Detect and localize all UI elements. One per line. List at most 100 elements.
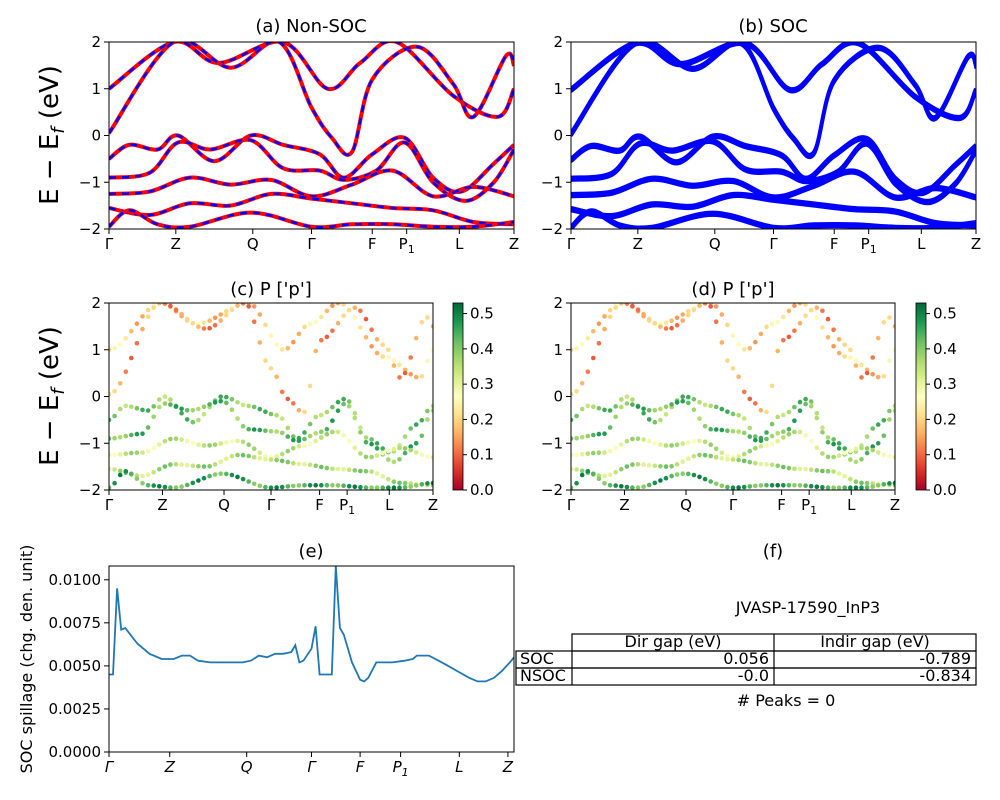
panel-d-point-2-2 — [579, 406, 585, 412]
panel-c-point-3-46 — [363, 439, 369, 445]
panel-d-point-5-52 — [859, 480, 864, 486]
panel-d-point-0-54 — [870, 371, 875, 377]
panel-d-point-5-27 — [719, 456, 725, 461]
panel-b-band-5-split — [571, 195, 976, 229]
panel-c-point-1-52 — [397, 375, 402, 380]
panel-c-point-4-15 — [190, 440, 196, 446]
panel-d-point-6-40 — [792, 483, 797, 488]
panel-d-point-4-12 — [635, 436, 641, 442]
panel-c-point-4-38 — [319, 435, 324, 440]
panel-d-point-2-7 — [607, 408, 613, 413]
panel-d-point-2-38 — [781, 412, 786, 418]
panel-a-ytick-label-3: 1 — [91, 80, 101, 98]
panel-d-point-4-54 — [870, 447, 875, 453]
panel-c-point-6-53 — [402, 485, 408, 490]
panel-c-point-0-27 — [257, 312, 263, 317]
panel-d-point-3-42 — [803, 401, 808, 407]
panel-c-colorbar — [452, 302, 464, 491]
panel-c-point-2-27 — [257, 406, 263, 412]
panel-c-colorbar-label-4: 0.4 — [470, 340, 494, 358]
panel-d-point-4-41 — [797, 429, 803, 435]
panel-b-frame — [570, 41, 977, 230]
panel-c-point-4-5 — [134, 450, 140, 456]
panel-d-point-2-13 — [641, 410, 646, 416]
panel-c-point-1-58 — [430, 324, 433, 329]
panel-c-point-2-43 — [346, 399, 352, 404]
panel-c-point-6-8 — [151, 483, 156, 488]
panel-c-point-1-36 — [307, 383, 313, 389]
panel-d-point-3-36 — [769, 433, 775, 439]
panel-c-point-3-5 — [134, 431, 140, 437]
panel-d-point-3-21 — [686, 400, 691, 406]
panel-a-xtick-label-0: Γ — [105, 235, 114, 253]
panel-d-point-6-22 — [691, 472, 697, 478]
panel-c-point-2-26 — [251, 404, 257, 410]
panel-c-point-6-16 — [196, 478, 201, 483]
panel-d-point-1-5 — [596, 341, 602, 346]
panel-e-xtick-label-2: Q — [241, 758, 253, 776]
panel-c-xtick-label-4: F — [315, 496, 324, 514]
panel-c-point-3-44 — [352, 415, 358, 421]
panel-e-spillage-line — [109, 566, 514, 683]
panel-d-point-0-6 — [602, 314, 607, 319]
panel-b-xtick-label-5: P1 — [861, 235, 877, 256]
panel-d-point-2-29 — [730, 411, 736, 417]
col-indir-gap: Indir gap (eV) — [820, 632, 930, 651]
panel-d-point-3-14 — [646, 408, 652, 413]
panel-c-point-1-49 — [380, 342, 386, 348]
panel-c-point-2-58 — [430, 403, 433, 409]
panel-b-title: (b) SOC — [738, 16, 807, 37]
panel-c-point-3-32 — [285, 434, 291, 439]
panel-d-point-1-0 — [571, 391, 574, 397]
panel-b-ytick-label-4: 2 — [553, 33, 563, 51]
panel-c-point-0-17 — [201, 320, 207, 326]
panel-d-point-2-26 — [713, 404, 719, 410]
panel-c-point-6-7 — [145, 483, 151, 488]
panel-d-point-2-9 — [619, 397, 624, 402]
panel-c-point-3-47 — [369, 441, 374, 447]
panel-c-point-5-37 — [313, 463, 319, 469]
panel-e-ytick-label-3: 0.0075 — [49, 614, 102, 632]
panel-c-point-1-2 — [117, 381, 123, 386]
panel-d-point-1-27 — [719, 340, 725, 345]
panel-d-xtick-label-5: P1 — [801, 496, 817, 517]
panel-c-point-5-16 — [196, 464, 201, 469]
panel-c-point-3-55 — [413, 441, 419, 446]
panel-d-point-0-18 — [669, 318, 674, 324]
panel-d-point-1-35 — [764, 409, 769, 415]
panel-d-point-1-39 — [786, 334, 792, 340]
panel-d-point-4-1 — [574, 452, 579, 458]
panel-d-point-4-30 — [736, 454, 741, 459]
panel-c-point-1-51 — [391, 363, 397, 368]
panel-d-point-3-3 — [585, 433, 591, 439]
panel-c-point-3-20 — [218, 398, 223, 404]
panel-d-point-3-4 — [591, 432, 596, 438]
panel-c-point-0-54 — [408, 371, 414, 377]
panel-d-ytick-label-2: 0 — [553, 388, 563, 406]
panel-c-point-0-47 — [369, 344, 374, 349]
panel-d-point-5-18 — [669, 464, 674, 469]
panel-d-point-4-51 — [853, 446, 859, 452]
panel-c-point-3-40 — [330, 418, 335, 424]
panel-c-point-6-26 — [251, 481, 257, 487]
panel-c-point-0-0 — [109, 347, 112, 353]
panel-d-point-5-9 — [619, 466, 624, 472]
panel-d-point-1-7 — [607, 314, 613, 320]
panel-d-point-6-0 — [571, 485, 574, 490]
panel-d-point-0-35 — [764, 324, 769, 330]
panel-c-point-5-9 — [157, 466, 162, 472]
panel-d-point-5-32 — [747, 459, 753, 465]
panel-d-point-5-24 — [702, 452, 708, 458]
panel-d-point-3-17 — [663, 404, 669, 410]
panel-d-point-5-51 — [853, 479, 859, 485]
panel-c-point-2-56 — [419, 418, 425, 423]
panel-c-point-5-22 — [229, 453, 235, 459]
panel-d-point-3-7 — [607, 425, 613, 430]
panel-a-xtick-label-4: F — [368, 235, 377, 253]
panel-c-point-1-21 — [224, 312, 229, 318]
panel-d-point-2-17 — [663, 412, 669, 417]
panel-d-point-5-6 — [602, 473, 607, 479]
panel-d-point-6-57 — [887, 481, 892, 486]
panel-c-point-5-12 — [173, 462, 179, 467]
panel-d-point-6-52 — [859, 485, 864, 490]
